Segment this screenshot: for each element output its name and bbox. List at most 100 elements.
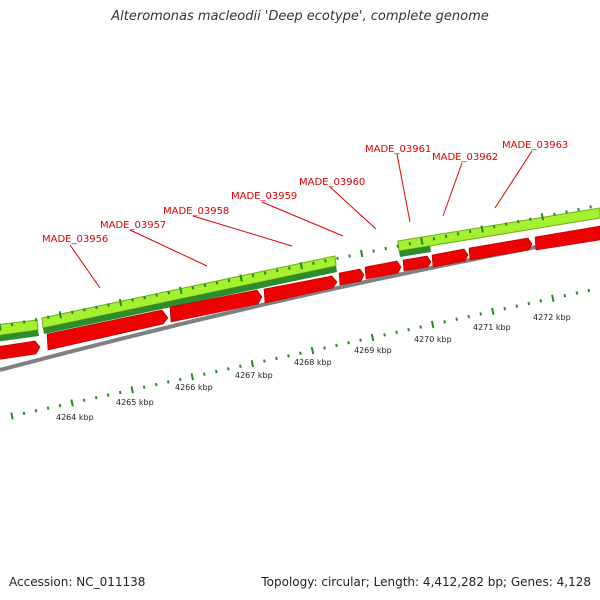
scale-label: 4272 kbp	[533, 313, 571, 322]
tick-mark	[83, 308, 86, 312]
tick-mark	[323, 346, 326, 350]
tick-mark	[191, 286, 195, 290]
callout-line	[192, 215, 293, 247]
tick-mark	[335, 343, 338, 348]
reverse-feature	[338, 268, 365, 286]
tick-mark	[359, 338, 362, 342]
tick-mark	[131, 298, 134, 302]
tick-mark	[166, 380, 170, 384]
tick-mark	[58, 403, 62, 408]
tick-mark	[46, 315, 50, 319]
forward-feature	[397, 207, 600, 252]
reverse-feature	[364, 260, 402, 280]
forward-feature	[43, 266, 337, 334]
tick-mark	[107, 303, 110, 307]
tick-mark	[468, 229, 472, 234]
outer-tick-track	[0, 205, 592, 331]
tick-mark	[239, 274, 243, 282]
reverse-feature	[263, 275, 338, 304]
scale-label: 4265 kbp	[116, 398, 154, 407]
tick-mark	[575, 291, 579, 295]
tick-mark	[0, 323, 2, 331]
tick-mark	[444, 234, 448, 238]
tick-mark	[443, 320, 446, 324]
tick-mark	[227, 278, 231, 283]
tick-mark	[336, 256, 339, 261]
tick-mark	[372, 249, 375, 253]
tick-mark	[287, 354, 290, 358]
tick-mark	[263, 271, 267, 275]
tick-mark	[370, 333, 375, 342]
gene-label: MADE_03959	[231, 191, 297, 202]
tick-mark	[527, 301, 531, 306]
forward-feature	[0, 330, 39, 342]
tick-mark	[396, 244, 400, 248]
tick-mark	[130, 386, 134, 394]
tick-mark	[251, 273, 255, 278]
tick-mark	[155, 293, 158, 297]
tick-mark	[71, 310, 74, 314]
tick-mark	[143, 295, 146, 300]
gene-label: MADE_03962	[432, 152, 498, 163]
tick-mark	[553, 212, 556, 216]
tick-mark	[10, 322, 14, 327]
gene-label: MADE_03958	[163, 206, 229, 217]
tick-mark	[22, 411, 26, 416]
tick-mark	[408, 242, 412, 246]
tick-mark	[563, 293, 567, 298]
tick-mark	[479, 312, 483, 316]
tick-mark	[70, 399, 74, 407]
forward-feature	[399, 246, 431, 257]
tick-mark	[455, 317, 458, 321]
tick-mark	[167, 291, 171, 295]
tick-mark	[10, 412, 14, 420]
tick-mark	[517, 219, 520, 224]
genome-backbone	[0, 233, 600, 372]
reverse-feature	[468, 237, 533, 261]
tick-mark	[106, 393, 110, 397]
forward-strand-track	[0, 207, 600, 342]
tick-mark	[348, 254, 351, 258]
callout-line	[494, 150, 533, 209]
reverse-strand-track	[0, 225, 600, 360]
scale-label: 4267 kbp	[235, 371, 273, 380]
tick-mark	[383, 333, 386, 337]
tick-mark	[395, 330, 398, 334]
tick-mark	[310, 346, 315, 355]
callout-line	[69, 244, 101, 289]
callout-line	[396, 153, 411, 223]
scale-label: 4269 kbp	[354, 346, 392, 355]
tick-mark	[299, 262, 304, 270]
inner-tick-track	[10, 288, 591, 420]
tick-mark	[589, 205, 592, 209]
tick-mark	[95, 305, 98, 310]
tick-mark	[312, 261, 315, 265]
gene-label: MADE_03957	[100, 220, 166, 231]
tick-mark	[491, 307, 495, 315]
scale-label: 4264 kbp	[56, 413, 94, 422]
tick-mark	[250, 360, 255, 368]
tick-mark	[178, 377, 182, 382]
callout-line	[129, 229, 208, 267]
map-title: Alteromonas macleodii 'Deep ecotype', co…	[111, 9, 489, 24]
tick-mark	[239, 364, 242, 368]
tick-mark	[154, 382, 158, 387]
gene-labels: MADE_03956 MADE_03957 MADE_03958 MADE_03…	[42, 140, 568, 245]
gene-label: MADE_03963	[502, 140, 568, 151]
reverse-feature	[169, 289, 263, 323]
tick-mark	[215, 281, 219, 285]
gene-label: MADE_03960	[299, 177, 365, 188]
tick-mark	[419, 325, 422, 329]
reverse-feature	[431, 248, 469, 268]
tick-mark	[324, 259, 327, 263]
tick-mark	[82, 398, 86, 402]
accession-text: Accession: NC_011138	[9, 575, 146, 589]
tick-mark	[58, 311, 62, 319]
tick-mark	[551, 294, 555, 302]
tick-mark	[263, 359, 266, 363]
tick-mark	[94, 396, 98, 400]
tick-mark	[275, 268, 279, 273]
tick-mark	[384, 246, 387, 251]
tick-mark	[565, 210, 568, 214]
gene-label: MADE_03956	[42, 234, 108, 245]
